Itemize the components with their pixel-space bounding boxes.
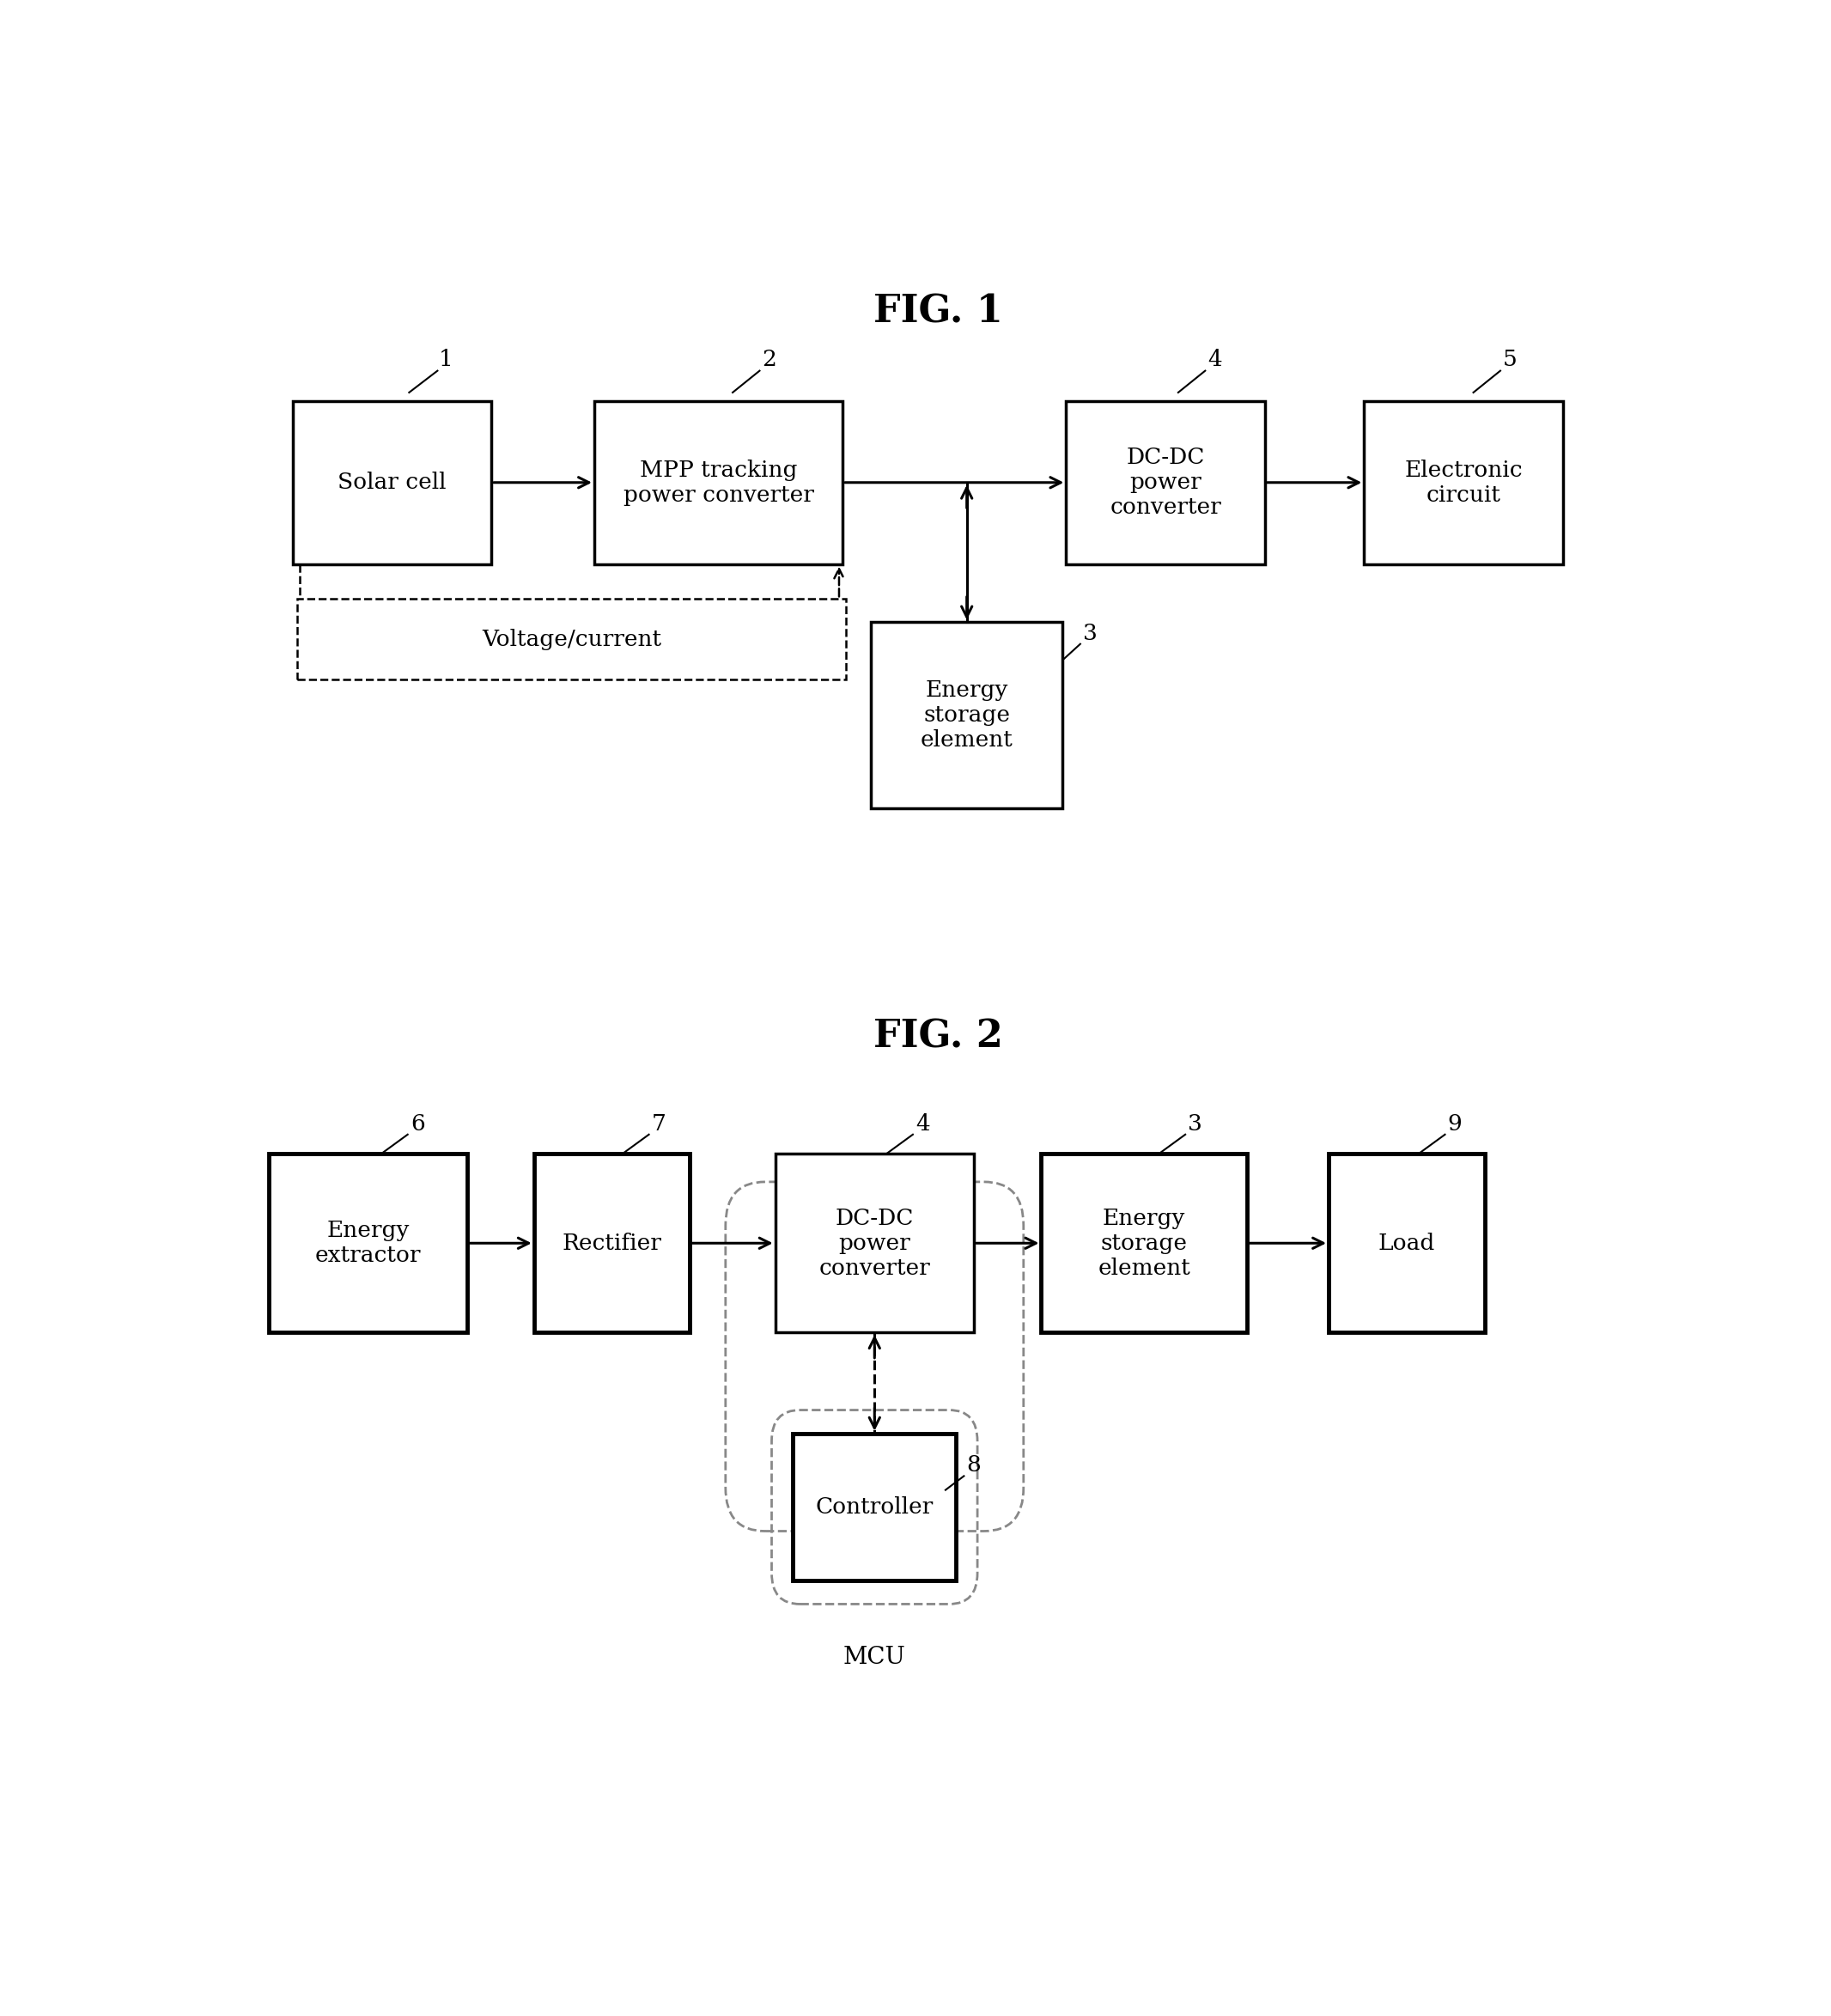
Text: FIG. 2: FIG. 2 xyxy=(873,1018,1003,1054)
FancyBboxPatch shape xyxy=(595,401,842,564)
Text: Solar cell: Solar cell xyxy=(337,472,447,494)
Text: 2: 2 xyxy=(762,349,776,371)
FancyBboxPatch shape xyxy=(1042,1153,1247,1333)
FancyBboxPatch shape xyxy=(297,599,846,679)
FancyBboxPatch shape xyxy=(1329,1153,1485,1333)
FancyBboxPatch shape xyxy=(293,401,491,564)
Text: DC-DC
power
converter: DC-DC power converter xyxy=(1110,448,1221,518)
FancyBboxPatch shape xyxy=(535,1153,690,1333)
Text: 3: 3 xyxy=(1188,1113,1203,1135)
FancyBboxPatch shape xyxy=(793,1433,956,1581)
Text: MPP tracking
power converter: MPP tracking power converter xyxy=(623,460,813,506)
Text: Rectifier: Rectifier xyxy=(562,1232,661,1254)
Text: Load: Load xyxy=(1379,1232,1436,1254)
Text: 4: 4 xyxy=(916,1113,930,1135)
FancyBboxPatch shape xyxy=(1066,401,1265,564)
Text: 9: 9 xyxy=(1448,1113,1463,1135)
Text: 6: 6 xyxy=(410,1113,425,1135)
Text: Energy
storage
element: Energy storage element xyxy=(921,679,1013,752)
Text: Voltage/current: Voltage/current xyxy=(482,629,661,649)
Text: Energy
storage
element: Energy storage element xyxy=(1099,1208,1190,1278)
Text: 8: 8 xyxy=(967,1454,981,1476)
Text: 5: 5 xyxy=(1503,349,1518,371)
FancyBboxPatch shape xyxy=(269,1153,467,1333)
Text: 4: 4 xyxy=(1208,349,1223,371)
Text: Controller: Controller xyxy=(815,1496,934,1518)
Text: Electronic
circuit: Electronic circuit xyxy=(1404,460,1523,506)
Text: 3: 3 xyxy=(1082,623,1097,643)
Text: 1: 1 xyxy=(439,349,454,371)
FancyBboxPatch shape xyxy=(1364,401,1564,564)
FancyBboxPatch shape xyxy=(872,623,1062,808)
Text: DC-DC
power
converter: DC-DC power converter xyxy=(818,1208,930,1278)
Text: 7: 7 xyxy=(652,1113,666,1135)
Text: MCU: MCU xyxy=(844,1645,906,1669)
Text: Energy
extractor: Energy extractor xyxy=(315,1220,421,1266)
FancyBboxPatch shape xyxy=(775,1153,974,1333)
Text: FIG. 1: FIG. 1 xyxy=(873,292,1003,331)
